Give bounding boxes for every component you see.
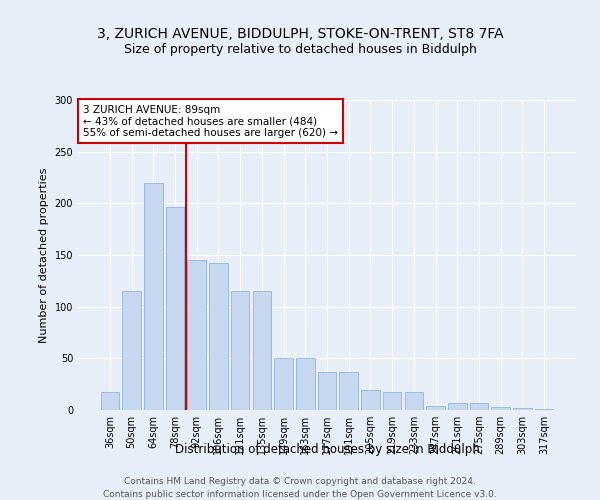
- Bar: [427, 406, 445, 410]
- Bar: [144, 182, 163, 410]
- Bar: [448, 403, 467, 410]
- Y-axis label: Number of detached properties: Number of detached properties: [39, 168, 49, 342]
- Text: 3 ZURICH AVENUE: 89sqm
← 43% of detached houses are smaller (484)
55% of semi-de: 3 ZURICH AVENUE: 89sqm ← 43% of detached…: [83, 104, 338, 138]
- Bar: [231, 291, 250, 410]
- Bar: [122, 291, 141, 410]
- Bar: [513, 408, 532, 410]
- Bar: [491, 407, 510, 410]
- Bar: [404, 392, 423, 410]
- Bar: [296, 358, 314, 410]
- Bar: [361, 390, 380, 410]
- Bar: [383, 392, 401, 410]
- Bar: [340, 372, 358, 410]
- Text: 3, ZURICH AVENUE, BIDDULPH, STOKE-ON-TRENT, ST8 7FA: 3, ZURICH AVENUE, BIDDULPH, STOKE-ON-TRE…: [97, 28, 503, 42]
- Text: Contains public sector information licensed under the Open Government Licence v3: Contains public sector information licen…: [103, 490, 497, 499]
- Bar: [101, 392, 119, 410]
- Bar: [318, 372, 336, 410]
- Bar: [535, 409, 553, 410]
- Bar: [209, 264, 227, 410]
- Text: Contains HM Land Registry data © Crown copyright and database right 2024.: Contains HM Land Registry data © Crown c…: [124, 478, 476, 486]
- Text: Distribution of detached houses by size in Biddulph: Distribution of detached houses by size …: [175, 442, 479, 456]
- Bar: [166, 208, 184, 410]
- Bar: [274, 358, 293, 410]
- Bar: [470, 403, 488, 410]
- Bar: [187, 260, 206, 410]
- Text: Size of property relative to detached houses in Biddulph: Size of property relative to detached ho…: [124, 42, 476, 56]
- Bar: [253, 291, 271, 410]
